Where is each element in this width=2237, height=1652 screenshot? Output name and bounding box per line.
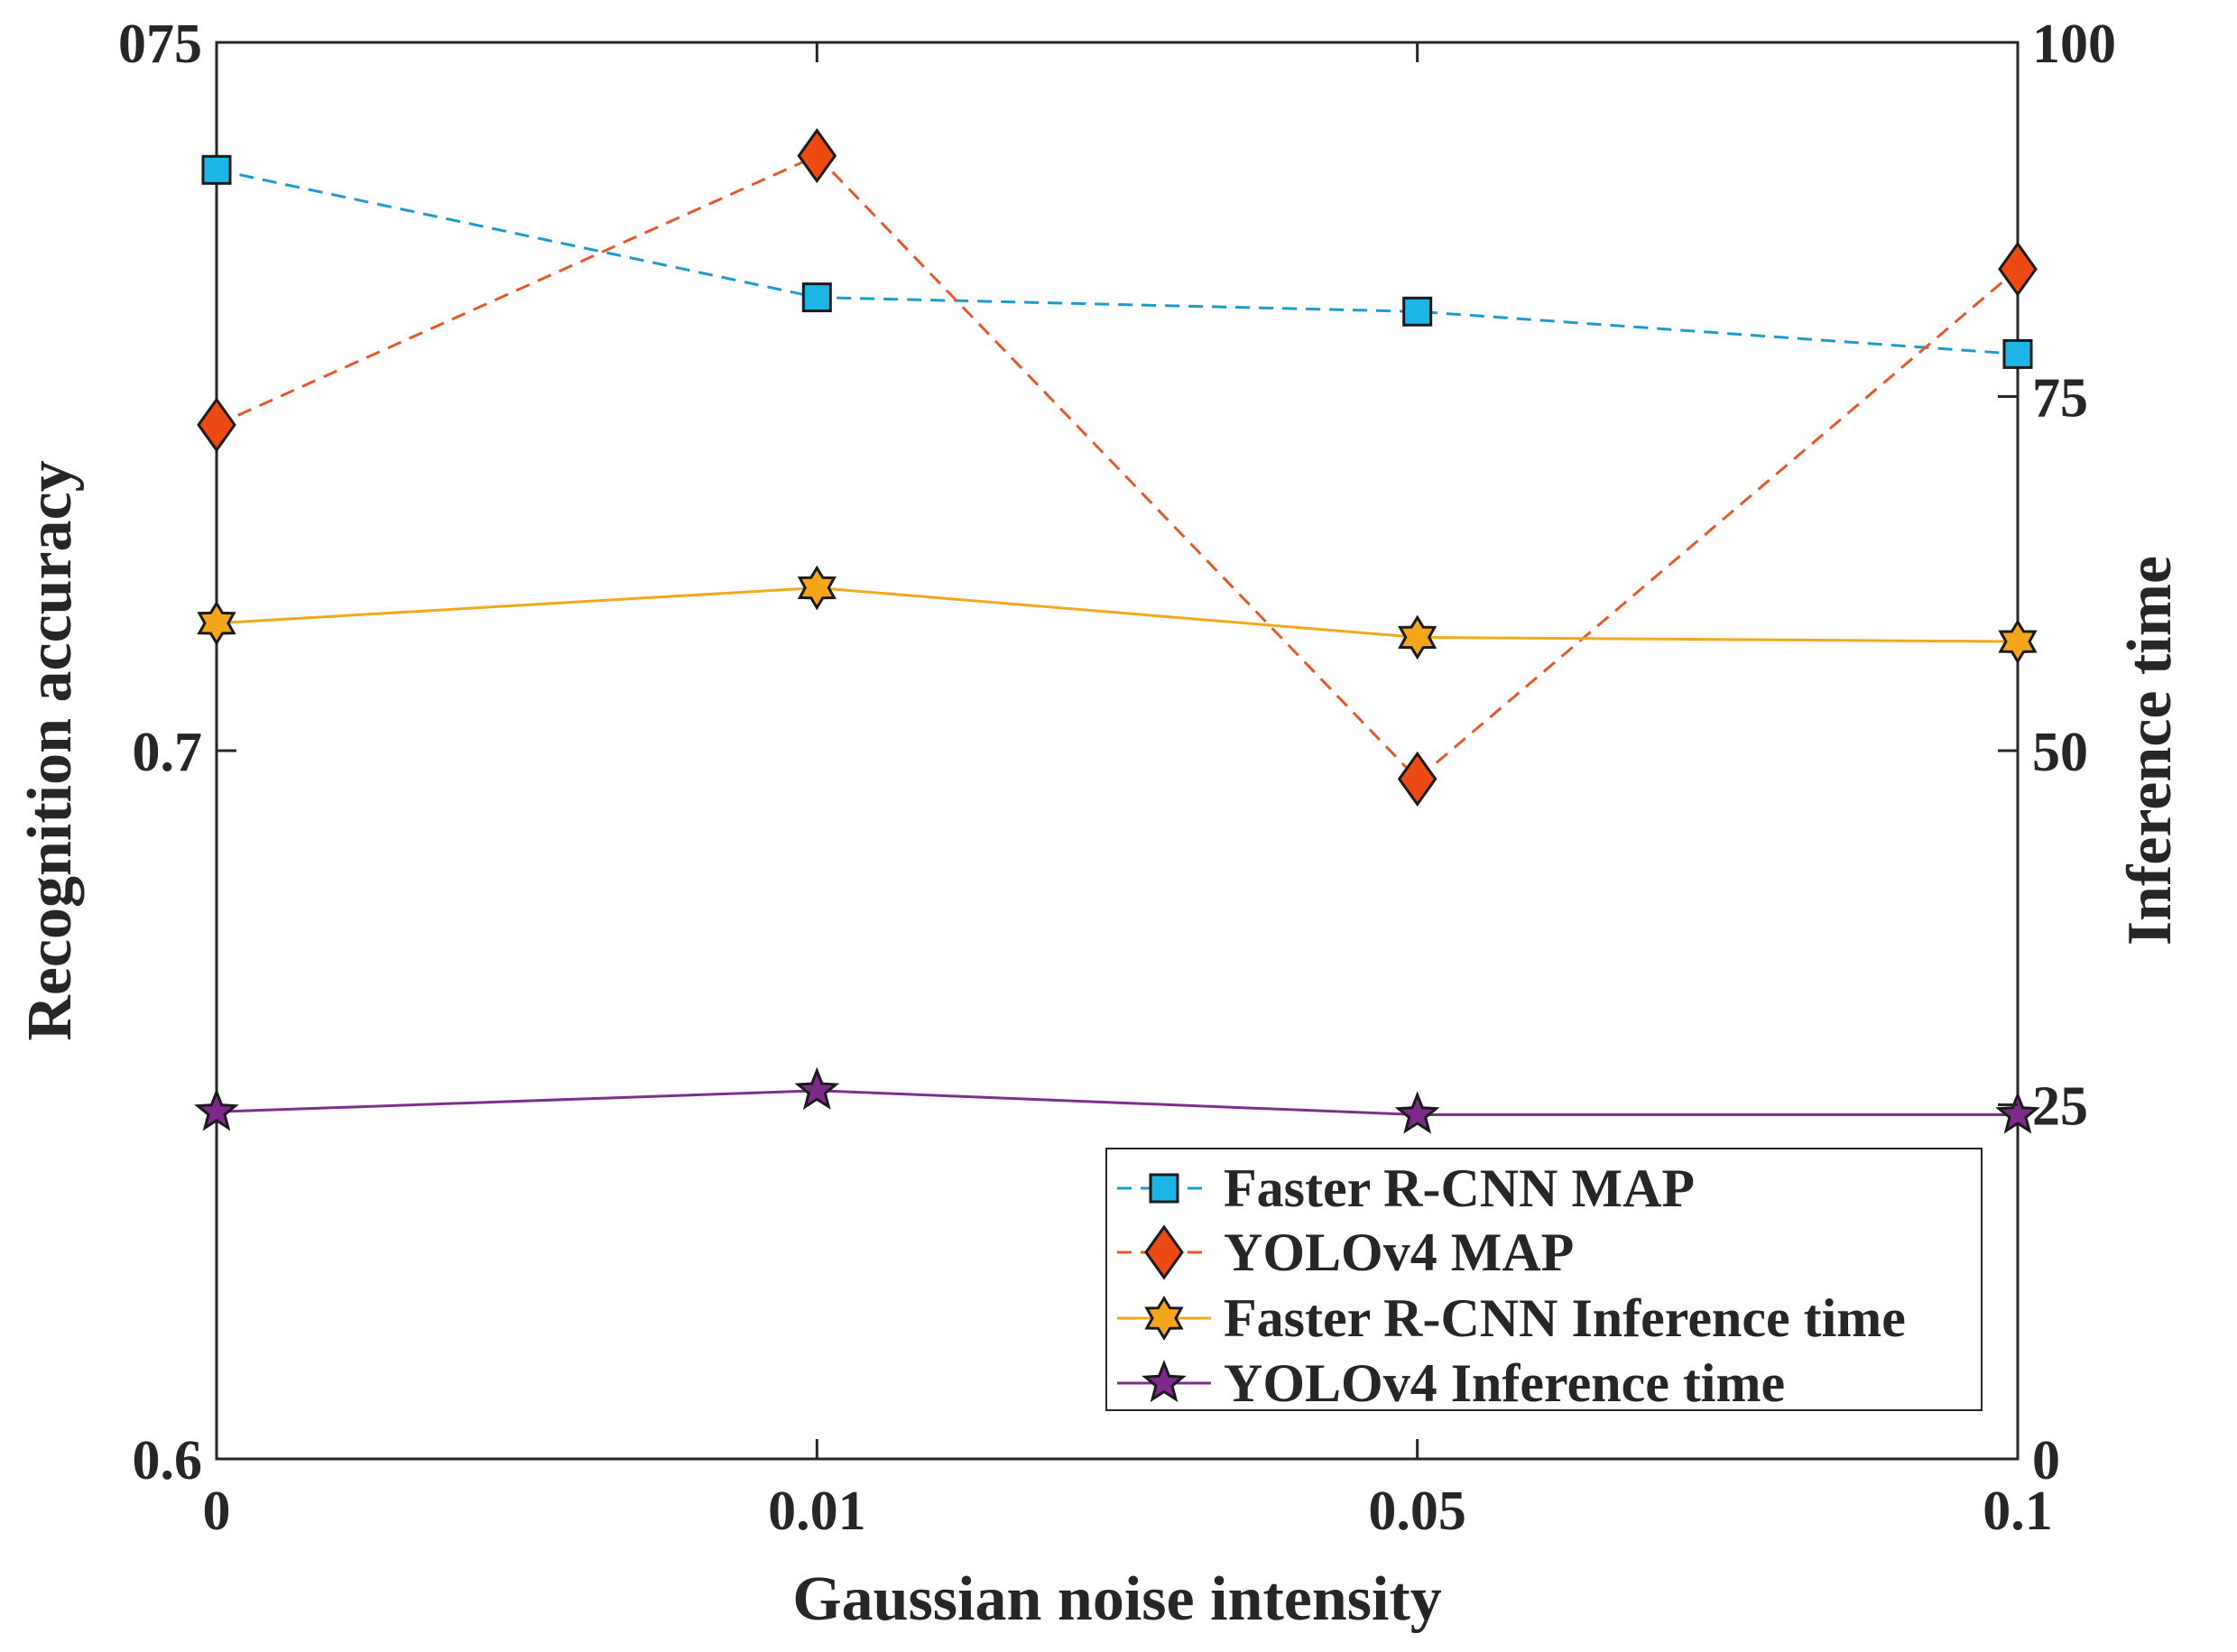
series-line <box>216 168 2019 355</box>
data-point <box>1402 296 1433 327</box>
y-axis-title-right: Inference time <box>2115 556 2185 946</box>
data-point <box>201 154 232 185</box>
data-point <box>1995 1091 2040 1134</box>
series-line <box>216 1089 2018 1116</box>
legend-label: YOLOv4 MAP <box>1224 1223 1574 1282</box>
data-point <box>1397 751 1437 807</box>
legend-marker <box>1142 1359 1187 1403</box>
y-tick-label-right: 25 <box>2032 1076 2088 1138</box>
legend-marker <box>1144 1296 1184 1341</box>
series-2 <box>197 565 2038 664</box>
y-tick-label-right: 100 <box>2032 14 2116 75</box>
x-axis-title: Gaussian noise intensity <box>792 1564 1442 1634</box>
data-point <box>1398 614 1437 660</box>
y-tick-label-left: 075 <box>118 14 202 75</box>
x-tick-label: 0.01 <box>768 1481 866 1542</box>
series-3 <box>194 1066 2040 1134</box>
x-tick-label: 0.05 <box>1368 1481 1466 1542</box>
x-tick-label: 0.1 <box>1983 1481 2053 1542</box>
data-point <box>797 128 837 184</box>
legend-label: Faster R-CNN Inference time <box>1224 1288 1906 1348</box>
data-point <box>1394 1091 1440 1134</box>
data-point <box>197 600 236 646</box>
y-tick-label-right: 50 <box>2032 722 2088 783</box>
legend-entry: YOLOv4 MAP <box>1117 1223 1574 1282</box>
series-1 <box>197 128 2038 807</box>
series-0 <box>201 154 2033 369</box>
x-tick-label: 0 <box>203 1481 231 1542</box>
y-tick-label-left: 0.7 <box>133 722 203 783</box>
data-point <box>1998 241 2038 297</box>
data-point <box>1998 619 2038 664</box>
legend-box <box>1105 1148 1983 1411</box>
legend-label: YOLOv4 Inference time <box>1224 1353 1785 1413</box>
y-tick-label-right: 0 <box>2032 1430 2060 1491</box>
data-point <box>794 1066 840 1110</box>
legend-entry: Faster R-CNN Inference time <box>1117 1288 1906 1348</box>
legend-label: Faster R-CNN MAP <box>1224 1158 1695 1218</box>
legend-entry: Faster R-CNN MAP <box>1117 1158 1695 1218</box>
series-layer <box>194 128 2040 1134</box>
series-line <box>216 153 2019 781</box>
y-axis-title-left: Recognition accuracy <box>15 460 85 1040</box>
data-point <box>197 397 236 453</box>
legend-marker <box>1144 1224 1184 1280</box>
y-tick-label-left: 0.6 <box>133 1430 203 1491</box>
series-line <box>216 586 2019 643</box>
data-point <box>194 1088 239 1131</box>
data-point <box>2002 338 2033 369</box>
data-point <box>801 282 832 313</box>
tick-layer: 0 0.01 0.05 0.1 0.6 0.7 075 0 25 50 75 100 <box>118 14 2116 1542</box>
legend-entry: YOLOv4 Inference time <box>1117 1353 1785 1413</box>
y-tick-label-right: 75 <box>2032 368 2088 429</box>
data-point <box>797 565 837 611</box>
legend-marker <box>1149 1173 1179 1204</box>
